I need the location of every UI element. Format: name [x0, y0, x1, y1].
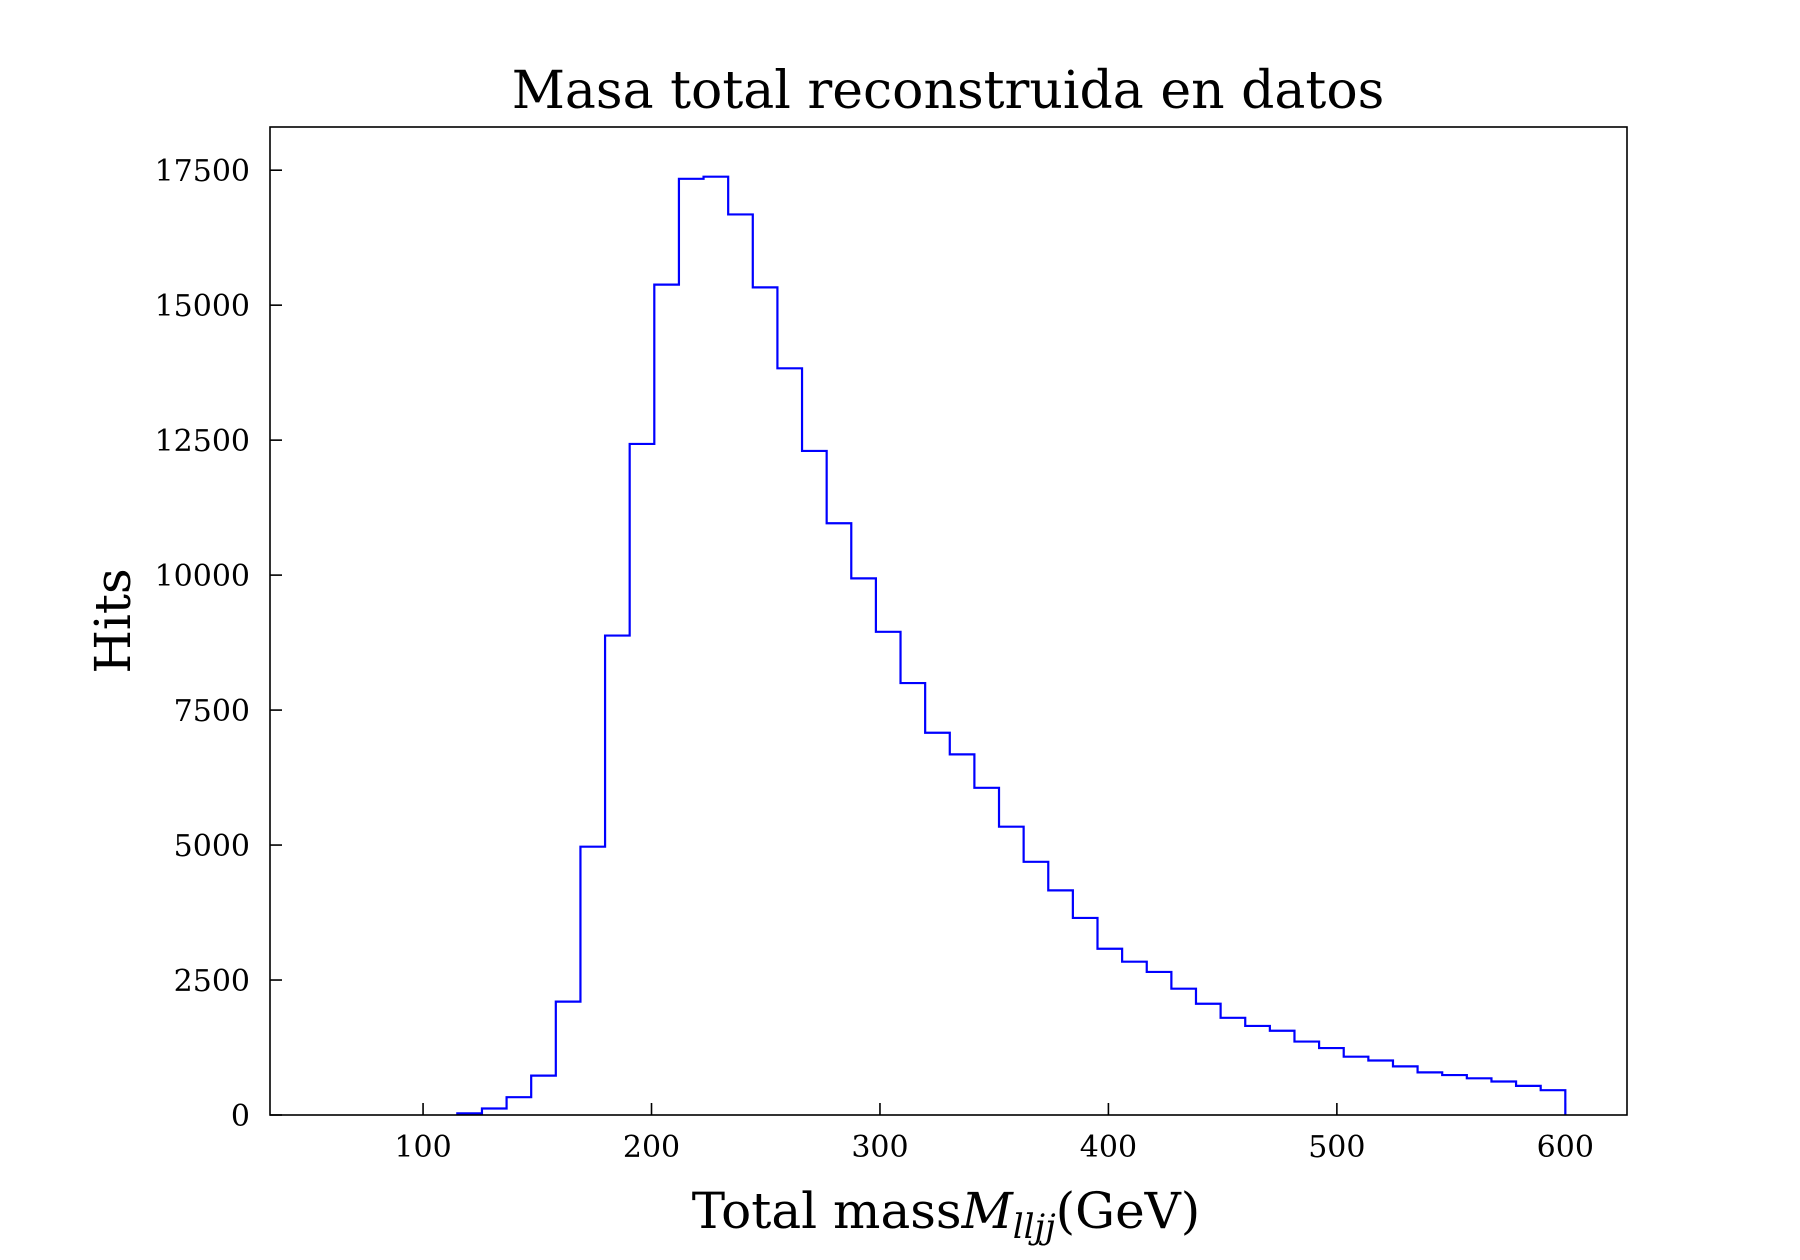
- x-axis-label-unit: (GeV): [1056, 1182, 1201, 1240]
- y-tick-label: 15000: [155, 289, 250, 324]
- x-tick-label: 100: [394, 1130, 451, 1165]
- x-axis-label-symbol: M: [961, 1182, 1015, 1240]
- chart-title: Masa total reconstruida en datos: [512, 61, 1385, 121]
- plot-frame: [269, 126, 1628, 1116]
- y-axis-label: Hits: [84, 568, 142, 673]
- y-tick-label: 7500: [174, 694, 250, 729]
- x-tick-label: 600: [1537, 1130, 1594, 1165]
- y-tick-label: 12500: [155, 424, 250, 459]
- y-tick-label: 10000: [155, 559, 250, 594]
- y-tick-label: 2500: [174, 964, 250, 999]
- y-tick-label: 17500: [155, 154, 250, 189]
- y-tick-label: 5000: [174, 829, 250, 864]
- axis-ticks: 100 200 300 400 500 600 0 2500 5000 7500 10000 1250…: [155, 154, 1594, 1165]
- y-tick-label: 0: [231, 1099, 250, 1134]
- x-axis-label-subscript: lljj: [1013, 1207, 1056, 1247]
- x-axis-label: Total massMlljj(GeV): [692, 1182, 1201, 1247]
- x-axis-label-text: Total mass: [692, 1182, 962, 1240]
- histogram-step-line: [456, 175, 1567, 1115]
- x-tick-label: 300: [851, 1130, 908, 1165]
- x-tick-label: 200: [623, 1130, 680, 1165]
- x-tick-label: 500: [1308, 1130, 1365, 1165]
- x-tick-label: 400: [1080, 1130, 1137, 1165]
